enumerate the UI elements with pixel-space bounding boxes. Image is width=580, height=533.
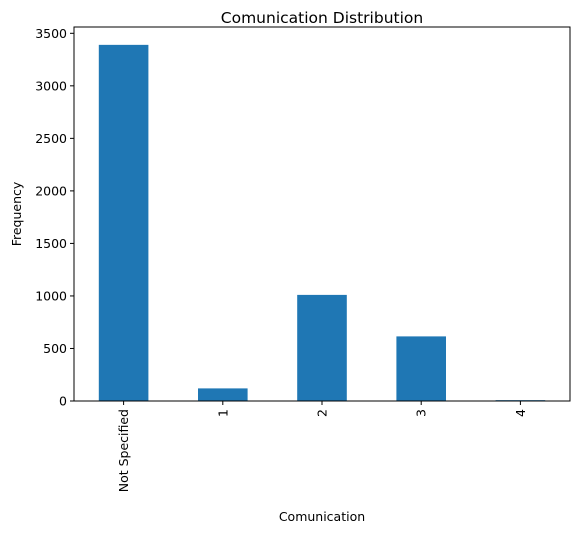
bar xyxy=(297,294,347,401)
chart-title: Comunication Distribution xyxy=(221,9,423,27)
x-tick-label: Not Specified xyxy=(116,409,131,492)
x-tick-label: 1 xyxy=(215,409,230,417)
y-tick-label: 3500 xyxy=(35,26,67,41)
bar xyxy=(396,336,446,401)
x-tick-label: 2 xyxy=(315,409,330,417)
y-axis-label: Frequency xyxy=(9,181,24,246)
plot-frame xyxy=(73,26,571,402)
y-axis-ticks: 0 500 1000 1500 2000 2500 3000 3500 xyxy=(35,26,74,409)
y-tick-label: 1500 xyxy=(35,236,67,251)
bar xyxy=(98,44,149,401)
y-tick-label: 1000 xyxy=(35,288,67,303)
y-tick-label: 3000 xyxy=(35,78,67,93)
y-tick-label: 2500 xyxy=(35,131,67,146)
y-tick-label: 500 xyxy=(43,341,67,356)
x-tick-label: 4 xyxy=(513,409,528,417)
y-tick-label: 2000 xyxy=(35,183,67,198)
x-tick-label: 3 xyxy=(414,409,429,417)
bars-group xyxy=(98,44,546,401)
x-axis-label: Comunication xyxy=(279,509,365,524)
y-tick-label: 0 xyxy=(59,394,67,409)
bar xyxy=(198,388,248,401)
x-axis-ticks: Not Specified 1 2 3 4 xyxy=(116,401,528,492)
